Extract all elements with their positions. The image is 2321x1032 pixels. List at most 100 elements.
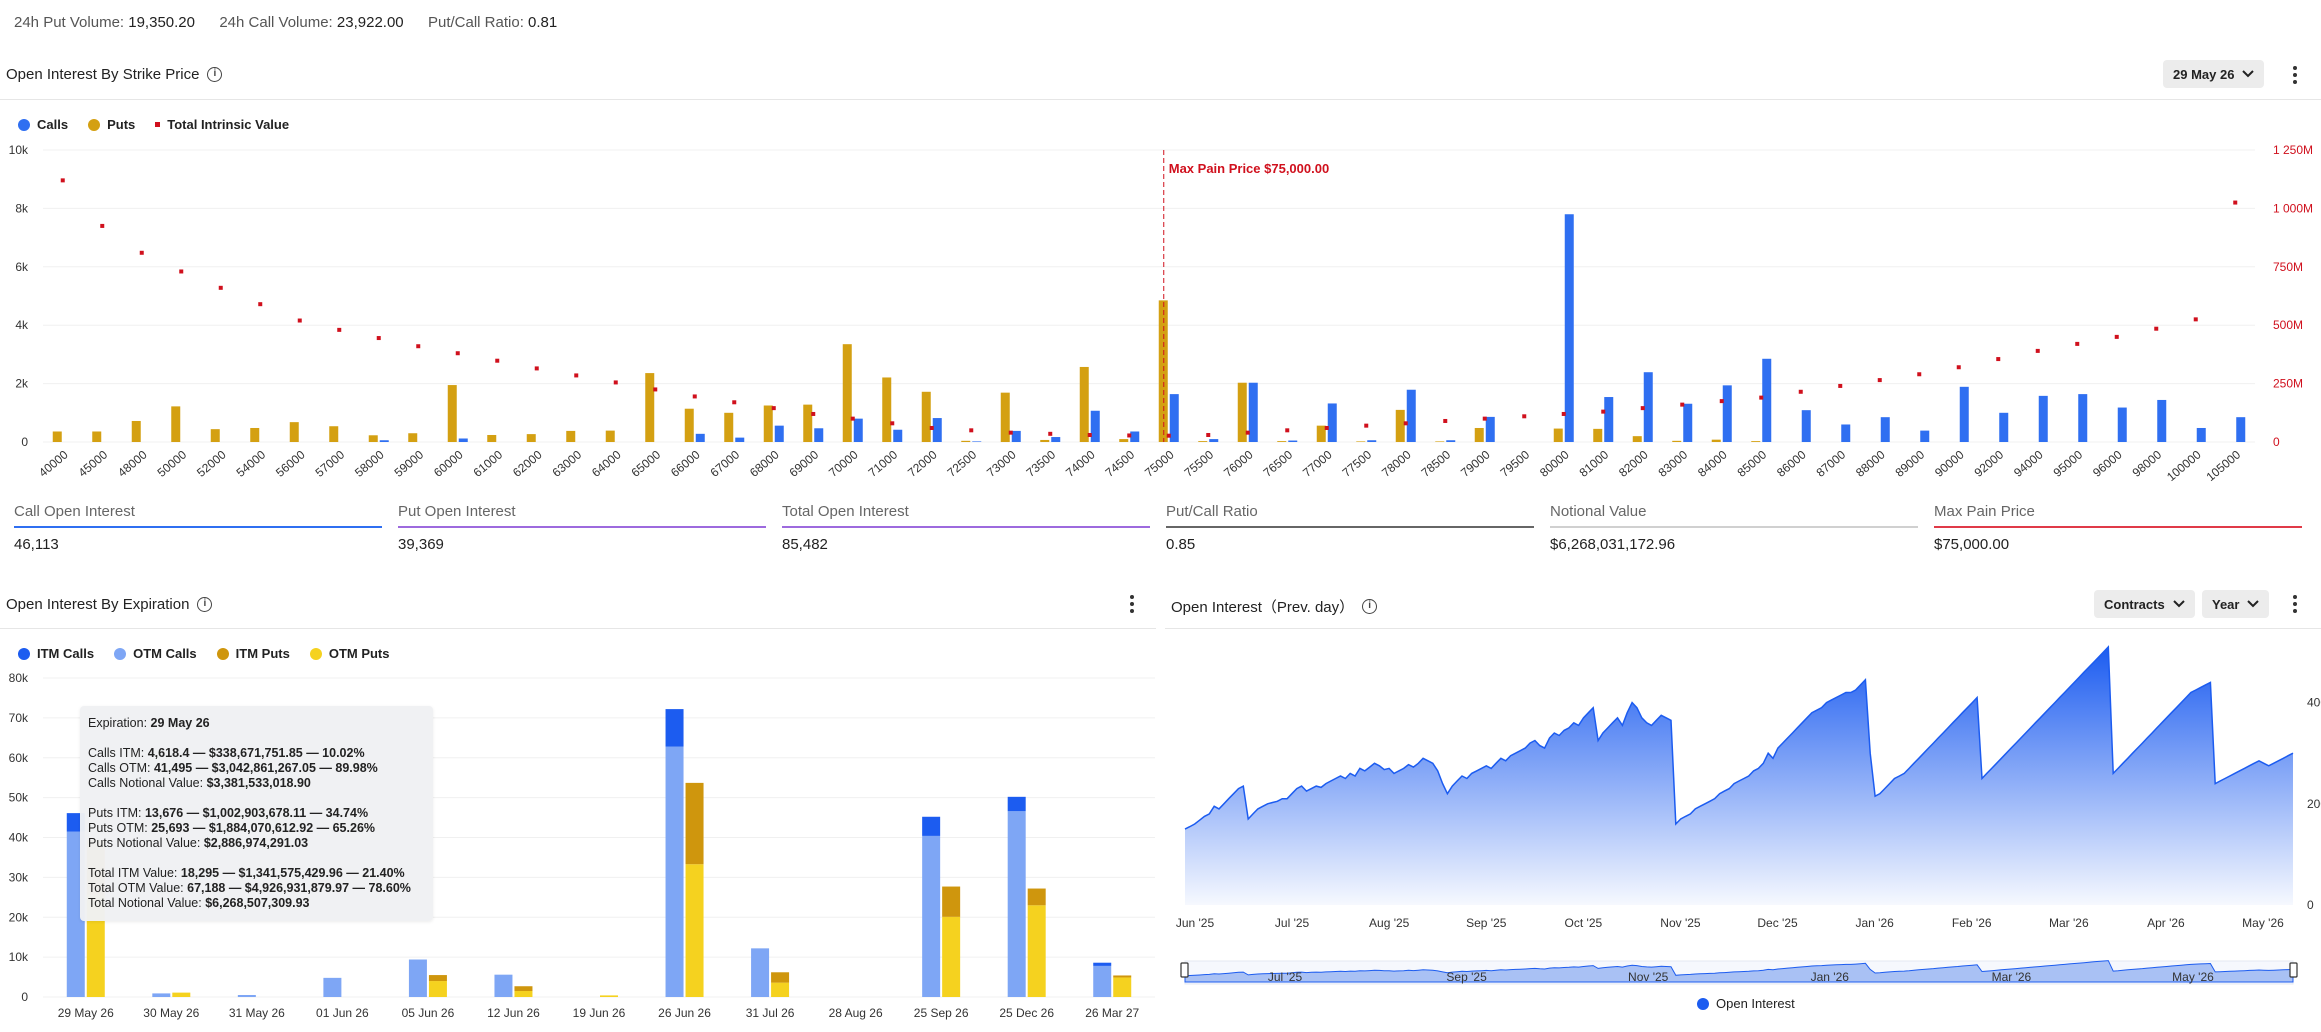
put-bar	[882, 377, 892, 442]
legend-otm-calls[interactable]: OTM Calls	[114, 646, 197, 661]
strike-section-title: Open Interest By Strike Price i	[6, 66, 223, 83]
intrinsic-point	[1166, 433, 1171, 438]
intrinsic-point	[1443, 418, 1448, 423]
navigator-tick-label: Jul '25	[1268, 970, 1303, 984]
x-tick-label: 74000	[1063, 447, 1098, 479]
x-tick-label: 59000	[392, 447, 427, 479]
put-bar	[1553, 428, 1563, 442]
intrinsic-point	[1245, 430, 1250, 435]
put-bar	[368, 435, 378, 442]
intrinsic-point	[100, 223, 105, 228]
x-tick-label: Jun '25	[1176, 916, 1215, 930]
legend-itm-puts[interactable]: ITM Puts	[216, 646, 290, 661]
x-tick-label: 76000	[1221, 447, 1256, 479]
call-bar	[2157, 399, 2167, 442]
call-bar	[1841, 424, 1851, 442]
prevday-menu-icon[interactable]	[2289, 593, 2301, 615]
info-icon[interactable]: i	[197, 597, 213, 612]
ratio-label: Put/Call Ratio:	[427, 14, 524, 31]
put-bar	[408, 433, 418, 442]
x-tick-label: 30 May 26	[143, 1006, 199, 1020]
prevday-section-title: Open Interest（Prev. day） i	[1171, 596, 1378, 617]
call-stack-bar	[1093, 962, 1112, 966]
tooltip-value: 25,693 — $1,884,070,612.92 — 65.26%	[151, 821, 376, 835]
y2-tick-label: 1 000M	[2273, 201, 2313, 215]
expiration-menu-icon[interactable]	[1126, 593, 1138, 615]
put-bar	[1435, 441, 1445, 442]
legend-otm-puts[interactable]: OTM Puts	[309, 646, 390, 661]
call-bar	[1683, 403, 1693, 442]
intrinsic-point	[1285, 428, 1290, 433]
put-bar	[566, 430, 576, 442]
range-select[interactable]: Year	[2202, 590, 2270, 618]
legend-intrinsic[interactable]: Total Intrinsic Value	[155, 117, 289, 132]
call-bar	[1248, 382, 1258, 442]
call-stack-bar	[922, 835, 941, 997]
open-interest-line	[1184, 645, 2294, 830]
prevday-title-text: Open Interest（Prev. day）	[1171, 599, 1355, 616]
x-tick-label: 84000	[1695, 447, 1730, 479]
intrinsic-point	[1048, 431, 1053, 436]
expiry-select[interactable]: 29 May 26	[2163, 60, 2265, 88]
otm-calls-dot-icon	[114, 647, 127, 660]
open-interest-area-chart: 0 200k 400k Jun '25 Jul '25 Aug '25 Sep '25 Oct…	[1176, 645, 2321, 985]
navigator-left-handle	[1180, 962, 1189, 978]
metric-value: 85,482	[782, 536, 828, 553]
x-tick-label: 79000	[1458, 447, 1493, 479]
metric-underline	[14, 526, 382, 528]
call-bar	[1327, 403, 1337, 442]
info-icon[interactable]: i	[207, 67, 223, 82]
call-stack-bar	[494, 974, 513, 997]
intrinsic-point	[455, 351, 460, 356]
call-bar	[1999, 412, 2009, 442]
intrinsic-square-icon	[155, 122, 161, 127]
x-tick-label: 88000	[1853, 447, 1888, 479]
call-stack-bar	[665, 709, 684, 747]
put-stack-bar	[685, 864, 704, 997]
chevron-down-icon	[2172, 600, 2185, 608]
metric-underline	[1166, 526, 1534, 528]
volume-stats: 24h Put Volume: 19,350.20 24h Call Volum…	[14, 14, 557, 31]
strike-menu-icon[interactable]	[2289, 64, 2301, 86]
y2-tick-label: 0	[2273, 435, 2280, 449]
unit-select[interactable]: Contracts	[2094, 590, 2195, 618]
intrinsic-point	[179, 269, 184, 274]
intrinsic-point	[1482, 416, 1487, 421]
max-pain-label: Max Pain Price $75,000.00	[1169, 161, 1329, 176]
x-tick-label: 29 May 26	[58, 1006, 114, 1020]
legend-itm-calls[interactable]: ITM Calls	[18, 646, 94, 661]
call-bar	[893, 429, 903, 442]
put-bar	[961, 440, 971, 442]
x-tick-label: 28 Aug 26	[829, 1006, 883, 1020]
intrinsic-point	[1759, 395, 1764, 400]
call-bar	[1762, 358, 1772, 442]
legend-open-interest[interactable]: Open Interest	[1697, 996, 1795, 1011]
tooltip-puts-otm: Puts OTM: 25,693 — $1,884,070,612.92 — 6…	[88, 821, 425, 836]
put-stack-bar	[771, 972, 790, 983]
intrinsic-point	[376, 336, 381, 341]
info-icon[interactable]: i	[1362, 599, 1378, 614]
x-tick-label: 105000	[2204, 447, 2244, 484]
put-stack-bar	[942, 886, 961, 917]
metric-value: $6,268,031,172.96	[1550, 536, 1676, 553]
metric-label: Call Open Interest	[14, 503, 135, 520]
put-bar	[250, 427, 260, 442]
x-tick-label: 77500	[1340, 447, 1375, 479]
x-tick-label: 78500	[1419, 447, 1454, 479]
metric-underline	[1934, 526, 2302, 528]
call-stack-bar	[408, 959, 427, 997]
legend-calls[interactable]: Calls	[18, 117, 68, 132]
tooltip-puts-notional: Puts Notional Value: $2,886,974,291.03	[88, 836, 425, 851]
navigator-tick-label: Nov '25	[1628, 970, 1669, 984]
put-bar	[605, 430, 615, 442]
x-tick-label: 50000	[155, 447, 190, 479]
call-bar	[2196, 427, 2206, 442]
legend-puts[interactable]: Puts	[88, 117, 135, 132]
tooltip-value: $6,268,507,309.93	[205, 896, 310, 910]
x-tick-label: 74500	[1103, 447, 1138, 479]
x-tick-label: 26 Mar 27	[1085, 1006, 1139, 1020]
y2-tick-label: 250M	[2273, 377, 2303, 391]
legend-open-interest-label: Open Interest	[1716, 996, 1795, 1011]
metric-label: Total Open Interest	[782, 503, 909, 520]
y-tick-label: 40k	[9, 831, 29, 845]
